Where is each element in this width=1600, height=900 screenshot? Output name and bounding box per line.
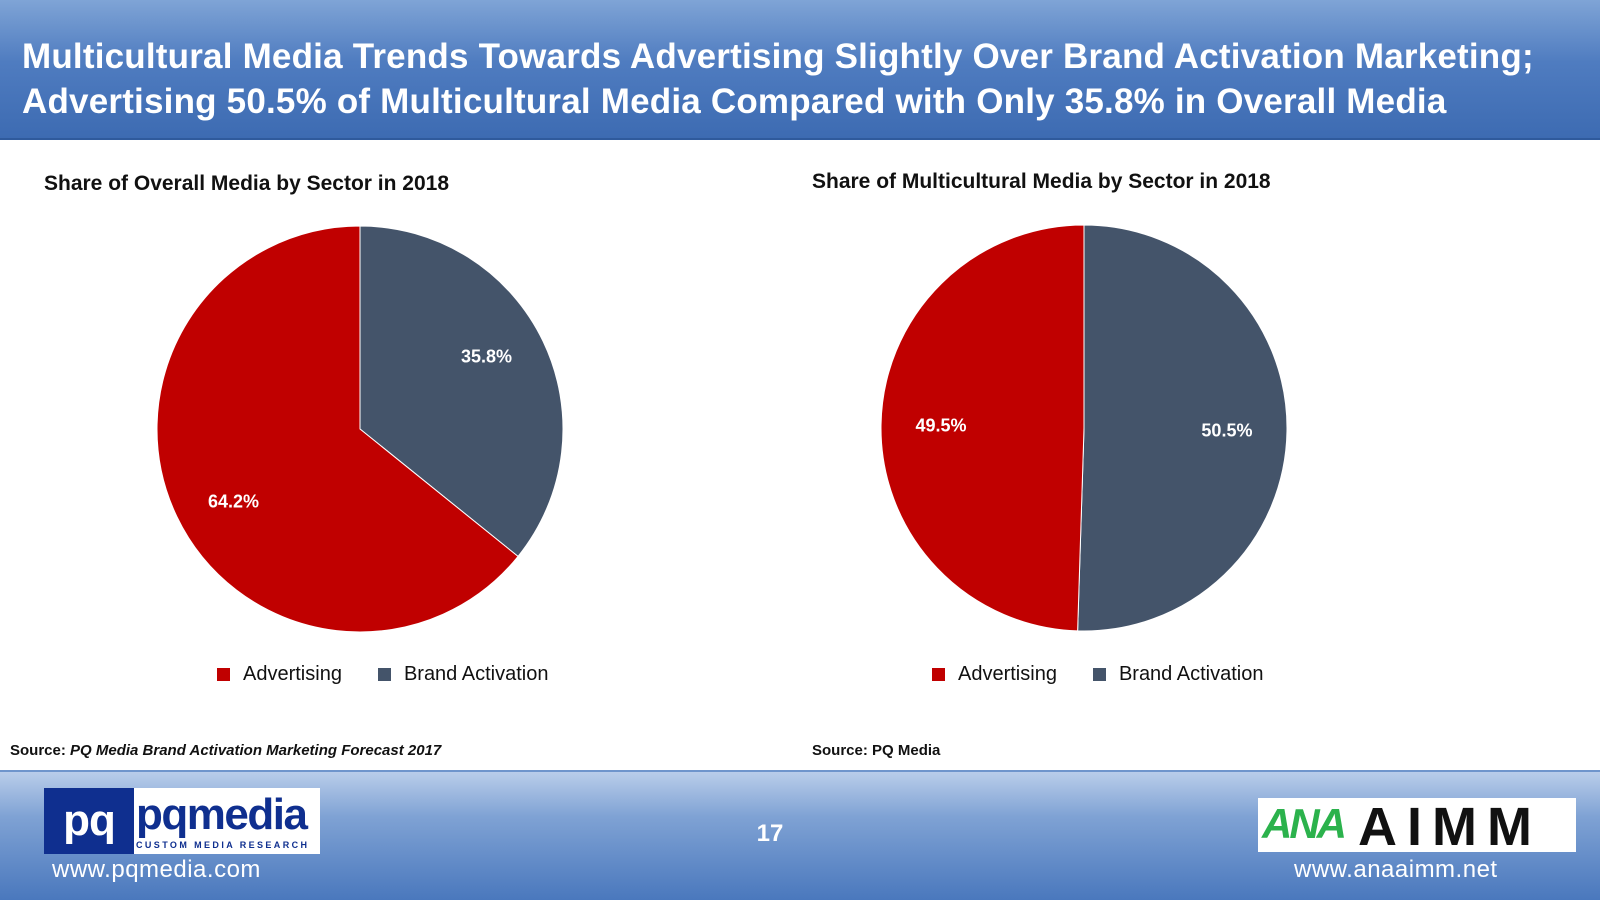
source-text: PQ Media Brand Activation Marketing Fore… <box>70 742 442 759</box>
pie-slice-brand-activation <box>359 225 564 558</box>
data-label-advertising: 64.2% <box>208 492 259 512</box>
overall-media-legend: Advertising Brand Activation <box>217 661 584 687</box>
data-label-brand-activation: 50.5% <box>1201 421 1252 441</box>
legend-item-advertising: Advertising <box>217 663 342 686</box>
legend-swatch-advertising <box>217 667 230 681</box>
legend-swatch-advertising <box>932 667 945 681</box>
source-label: Source: <box>10 742 66 759</box>
multicultural-media-legend: Advertising Brand Activation <box>932 661 1299 687</box>
overall-media-chart-title: Share of Overall Media by Sector in 2018 <box>44 172 449 195</box>
overall-media-pie-chart: 35.8% 64.2% <box>156 225 564 633</box>
page-title: Multicultural Media Trends Towards Adver… <box>22 34 1592 124</box>
legend-label-advertising: Advertising <box>958 662 1057 685</box>
ana-aimm-url[interactable]: www.anaaimm.net <box>1294 856 1498 883</box>
legend-label-brand-activation: Brand Activation <box>403 662 549 685</box>
pq-logo-word: pqmedia <box>136 790 308 839</box>
pie-slice-brand-activation <box>1077 224 1288 632</box>
source-text: PQ Media <box>872 742 941 759</box>
ana-logo-mark: ANA <box>1262 800 1347 847</box>
pq-logo-tagline: CUSTOM MEDIA RESEARCH <box>136 840 310 850</box>
page-number: 17 <box>756 820 784 847</box>
data-label-brand-activation: 35.8% <box>461 346 512 366</box>
pie-slice-advertising <box>880 224 1085 632</box>
legend-item-brand-activation: Brand Activation <box>377 662 549 686</box>
ana-aimm-logo: ANA AIMM <box>1258 797 1576 857</box>
multicultural-media-source: Source: PQ Media <box>812 742 940 759</box>
header-banner: Multicultural Media Trends Towards Adver… <box>0 0 1600 140</box>
pq-media-logo: pq pqmedia CUSTOM MEDIA RESEARCH <box>44 788 320 854</box>
overall-media-source: Source: PQ Media Brand Activation Market… <box>10 742 441 759</box>
pq-logo-box: pq <box>44 788 134 854</box>
multicultural-media-pie-chart: 50.5% 49.5% <box>880 224 1288 632</box>
multicultural-media-chart-title: Share of Multicultural Media by Sector i… <box>812 170 1271 193</box>
legend-label-brand-activation: Brand Activation <box>1118 662 1264 685</box>
legend-swatch-brand-activation <box>1092 667 1106 681</box>
pie-slice-advertising <box>156 225 519 633</box>
legend-swatch-brand-activation <box>377 667 391 681</box>
page-title-line-1: Multicultural Media Trends Towards Adver… <box>22 37 1534 76</box>
legend-label-advertising: Advertising <box>243 662 342 685</box>
source-label: Source: <box>812 742 868 759</box>
aimm-logo-word: AIMM <box>1358 797 1542 857</box>
legend-item-advertising: Advertising <box>932 663 1057 686</box>
page-title-line-2: Advertising 50.5% of Multicultural Media… <box>22 82 1447 121</box>
legend-item-brand-activation: Brand Activation <box>1092 662 1264 686</box>
pq-media-url[interactable]: www.pqmedia.com <box>52 856 261 883</box>
data-label-advertising: 49.5% <box>916 415 967 435</box>
